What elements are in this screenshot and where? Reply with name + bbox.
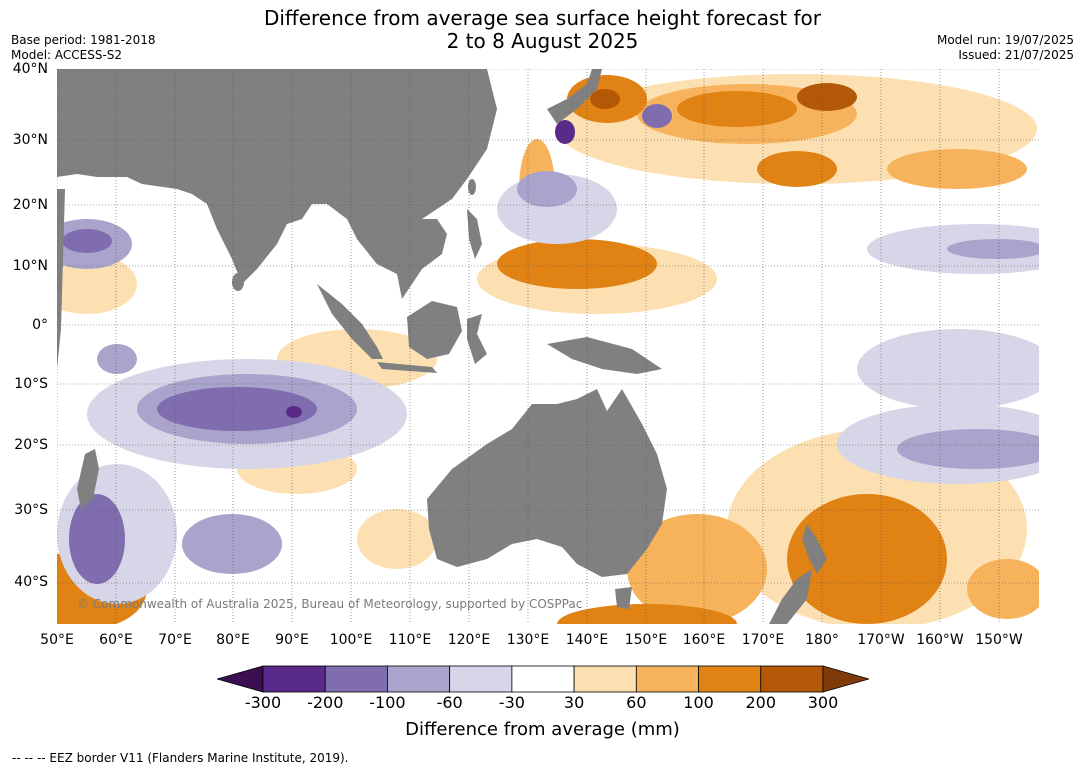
colorbar-segment	[573, 665, 637, 693]
colorbar-segment	[635, 665, 699, 693]
lon-label: 110°E	[388, 632, 432, 648]
colorbar-segment	[511, 665, 575, 693]
colorbar-tick-label: -300	[244, 693, 282, 712]
lon-label: 160°W	[916, 632, 964, 648]
lat-label-30s: 30°S	[14, 502, 48, 518]
graticule	[57, 69, 1039, 624]
negative-anomaly-areas	[57, 104, 1039, 604]
java	[377, 362, 437, 373]
japan	[547, 69, 602, 124]
taiwan	[468, 179, 476, 195]
lat-label-10s: 10°S	[14, 376, 48, 392]
lon-label: 170°E	[741, 632, 785, 648]
lon-label: 130°E	[506, 632, 550, 648]
colorbar-tick-label: -100	[369, 693, 406, 712]
model-run-label: Model run: 19/07/2025	[936, 33, 1074, 47]
map-title-line1: Difference from average sea surface heig…	[263, 6, 822, 30]
colorbar	[217, 665, 869, 693]
tasmania	[615, 587, 632, 609]
colorbar-tick-label: -60	[436, 693, 463, 712]
lon-label: 180°	[805, 632, 839, 648]
lon-label: 120°E	[447, 632, 491, 648]
colorbar-tick-label: 100	[683, 693, 714, 712]
model-label: Model: ACCESS-S2	[11, 48, 123, 62]
australia	[427, 389, 667, 577]
lon-label: 60°E	[99, 632, 133, 648]
colorbar-segment	[449, 665, 513, 693]
lon-label: 170°W	[857, 632, 905, 648]
colorbar-extend-high	[822, 665, 869, 693]
lon-label: 150°W	[975, 632, 1023, 648]
sri-lanka	[232, 273, 244, 291]
lat-label-40s: 40°S	[14, 574, 48, 590]
new-guinea	[547, 337, 662, 374]
colorbar-tick-label: 30	[563, 693, 585, 712]
colorbar-tick-label: 200	[745, 693, 777, 712]
colorbar-tick-label: 300	[807, 693, 839, 712]
sumatra	[317, 284, 383, 359]
philippines	[467, 209, 482, 259]
eez-footnote: -- -- -- EEZ border V11 (Flanders Marine…	[12, 751, 349, 765]
lon-label: 80°E	[216, 632, 250, 648]
colorbar-segment	[387, 665, 451, 693]
lon-label: 140°E	[565, 632, 609, 648]
lon-label: 150°E	[624, 632, 668, 648]
lat-label-40n: 40°N	[12, 61, 48, 77]
lat-label-0: 0°	[32, 317, 48, 333]
land-masses	[57, 69, 827, 624]
lon-label: 50°E	[40, 632, 74, 648]
positive-anomaly-areas	[57, 74, 1039, 624]
lon-label: 70°E	[158, 632, 192, 648]
colorbar-label: Difference from average (mm)	[405, 719, 680, 740]
colorbar-tick-label: -30	[498, 693, 525, 712]
colorbar-segment	[324, 665, 388, 693]
colorbar-segment	[698, 665, 762, 693]
sulawesi	[467, 314, 487, 364]
borneo	[407, 301, 462, 359]
map-title-line2: 2 to 8 August 2025	[446, 29, 639, 53]
africa-edge	[57, 189, 65, 369]
base-period-label: Base period: 1981-2018	[11, 33, 156, 47]
copyright-notice: © Commonwealth of Australia 2025, Bureau…	[77, 597, 583, 611]
lon-label: 160°E	[682, 632, 726, 648]
sea-level-anomaly-map: © Commonwealth of Australia 2025, Bureau…	[57, 69, 1039, 624]
lat-label-20n: 20°N	[12, 197, 48, 213]
lat-label-10n: 10°N	[12, 258, 48, 274]
new-zealand-north	[802, 524, 827, 574]
colorbar-segment	[760, 665, 824, 693]
map-canvas	[57, 69, 1039, 624]
colorbar-tick-label: -200	[307, 693, 344, 712]
issued-label: Issued: 21/07/2025	[958, 48, 1074, 62]
colorbar-tick-label: 60	[626, 693, 647, 712]
colorbar-segment	[262, 665, 326, 693]
lon-label: 100°E	[329, 632, 373, 648]
madagascar	[77, 449, 99, 509]
indochina-landmass	[357, 219, 447, 299]
asia-landmass	[57, 69, 497, 284]
lat-label-20s: 20°S	[14, 437, 48, 453]
colorbar-extend-low	[217, 665, 264, 693]
lat-label-30n: 30°N	[12, 132, 48, 148]
lon-label: 90°E	[275, 632, 309, 648]
